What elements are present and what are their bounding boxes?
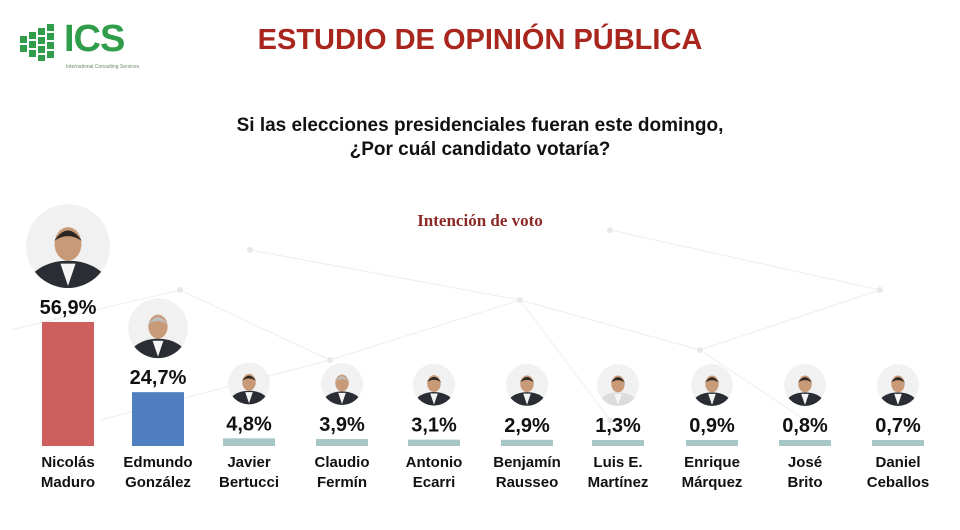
value-label-brito: 0,8% <box>782 415 828 437</box>
category-label-ecarri-2: Ecarri <box>413 474 456 491</box>
category-label-brito-1: José <box>788 454 822 471</box>
category-label-martinez-2: Martínez <box>588 474 649 491</box>
portrait-marquez-icon <box>691 364 733 406</box>
category-label-marquez-2: Márquez <box>682 474 743 491</box>
bar-martinez <box>592 440 644 446</box>
category-label-gonzalez-1: Edmundo <box>123 454 192 471</box>
category-label-brito-2: Brito <box>788 474 823 491</box>
bar-maduro <box>42 322 94 446</box>
category-label-rausseo-1: Benjamín <box>493 454 561 471</box>
category-label-marquez-1: Enrique <box>684 454 740 471</box>
bar-fermin <box>316 439 368 446</box>
bar-brito <box>779 440 831 446</box>
portrait-bertucci-icon <box>228 362 270 405</box>
portrait-ceballos-icon <box>877 364 919 406</box>
question-line-1: Si las elecciones presidenciales fueran … <box>236 115 724 136</box>
category-label-fermin-1: Claudio <box>315 454 370 471</box>
category-label-fermin-2: Fermín <box>317 474 367 491</box>
portrait-martinez-icon <box>597 364 639 406</box>
category-label-maduro-2: Maduro <box>41 474 95 491</box>
value-label-maduro: 56,9% <box>40 297 97 319</box>
category-label-ecarri-1: Antonio <box>406 454 463 471</box>
bar-bertucci <box>223 438 275 446</box>
category-label-ceballos-1: Daniel <box>875 454 920 471</box>
value-label-gonzalez: 24,7% <box>130 367 187 389</box>
value-label-rausseo: 2,9% <box>504 415 550 437</box>
category-label-rausseo-2: Rausseo <box>496 474 559 491</box>
value-label-fermin: 3,9% <box>319 414 365 436</box>
category-label-maduro-1: Nicolás <box>41 454 94 471</box>
value-label-bertucci: 4,8% <box>226 413 272 435</box>
ics-logo: ICS International Consulting Services <box>18 14 148 74</box>
logo-subtitle: International Consulting Services <box>66 64 140 70</box>
chart-title: Intención de voto <box>417 211 543 230</box>
question-line-2: ¿Por cuál candidato votaría? <box>349 139 611 160</box>
category-label-martinez-1: Luis E. <box>593 454 642 471</box>
value-label-ecarri: 3,1% <box>411 415 457 437</box>
category-label-gonzalez-2: González <box>125 474 191 491</box>
category-label-bertucci-1: Javier <box>227 454 271 471</box>
page-title: ESTUDIO DE OPINIÓN PÚBLICA <box>257 24 703 56</box>
category-label-ceballos-2: Ceballos <box>867 474 930 491</box>
value-label-martinez: 1,3% <box>595 415 641 437</box>
cube-logo-icon <box>20 24 54 61</box>
portrait-maduro-icon <box>26 204 110 288</box>
portrait-gonzalez-icon <box>128 298 188 359</box>
category-label-bertucci-2: Bertucci <box>219 474 279 491</box>
logo-text: ICS <box>64 18 125 60</box>
bar-gonzalez <box>132 392 184 446</box>
portrait-fermin-icon <box>321 363 363 406</box>
portrait-rausseo-icon <box>506 363 548 406</box>
bar-rausseo <box>501 439 553 446</box>
survey-question: Si las elecciones presidenciales fueran … <box>180 114 780 162</box>
portrait-brito-icon <box>784 364 826 406</box>
value-label-ceballos: 0,7% <box>875 415 921 437</box>
bar-ecarri <box>408 439 460 446</box>
portrait-ecarri-icon <box>413 363 455 406</box>
bar-marquez <box>686 440 738 446</box>
value-label-marquez: 0,9% <box>689 415 735 437</box>
bar-ceballos <box>872 440 924 446</box>
